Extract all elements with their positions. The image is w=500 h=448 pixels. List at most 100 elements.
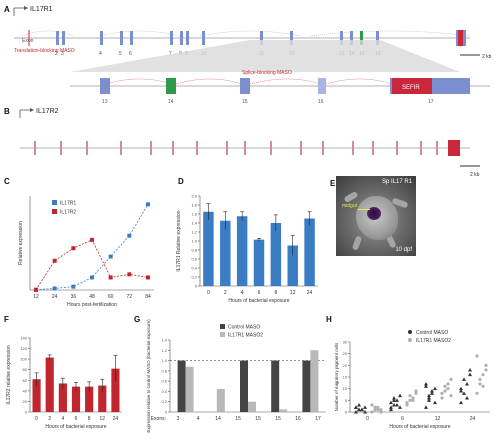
il17r2-exon: [196, 141, 198, 155]
maso-point: [440, 391, 444, 395]
panel-label-a: A: [4, 5, 10, 14]
control-point: [392, 403, 396, 407]
y-tick-label: 1.4: [191, 221, 197, 226]
zoom-exon-number: 13: [102, 99, 108, 105]
x-tick-label: 0: [207, 290, 210, 296]
y-tick-label: 1.4: [161, 338, 167, 343]
y-tick-label: 0: [165, 410, 168, 415]
photo-title: Sp IL17 R1: [381, 179, 412, 185]
control-point: [465, 396, 469, 400]
il17r2-exon: [244, 141, 246, 155]
zoom-exon-number: 15: [242, 99, 248, 105]
panel-a-gene-model: IL17R1 2345678910111213141516 Exon 2 kb …: [13, 6, 492, 105]
x-tick-label: 72: [127, 294, 133, 300]
y-tick-label: 0: [25, 410, 28, 415]
exon-number: 2: [55, 51, 58, 57]
x-tick-label: 24: [470, 416, 476, 422]
il17r2-exon: [34, 141, 36, 155]
legend-label: IL17R1 MASO2: [228, 333, 263, 339]
legend-swatch: [408, 338, 412, 342]
x-tick-label: 48: [89, 294, 95, 300]
il17r2-exon: [86, 141, 88, 155]
il17r2-exon: [300, 141, 302, 155]
x-tick-label: 4: [241, 290, 244, 296]
exon-box: [130, 31, 133, 45]
splice-blocking-label: Splice-blocking MASO: [242, 70, 292, 76]
bar: [287, 245, 298, 286]
y-tick-label: 0.4: [161, 389, 167, 394]
bar: [58, 383, 67, 412]
data-point: [34, 287, 38, 292]
control-point: [462, 377, 466, 381]
control-point: [389, 407, 393, 412]
control-point: [389, 400, 393, 405]
midgut-arrow: [358, 209, 370, 210]
panel-label-h: H: [326, 315, 332, 324]
data-point: [90, 237, 94, 242]
maso-point: [370, 403, 374, 407]
y-axis-label: IL17R1 Relative expression: [176, 210, 182, 271]
maso-point: [443, 389, 447, 393]
x-tick-label: 16: [295, 416, 301, 422]
bar: [111, 368, 120, 412]
control-point: [389, 405, 393, 409]
maso-point: [408, 394, 412, 398]
y-tick-label: 20: [343, 363, 348, 368]
chart-d: 00.20.40.60.81.01.21.41.61.82.00 2 4 6 8 12 24…: [176, 194, 318, 304]
y-tick-label: 30: [343, 340, 348, 345]
maso-bar: [310, 350, 319, 412]
maso-point: [414, 389, 418, 393]
x-tick-label: 6: [75, 416, 78, 422]
y-tick-label: 1.0: [191, 239, 197, 244]
control-point: [459, 389, 463, 393]
maso-point: [449, 394, 453, 398]
y-tick-label: 60: [23, 378, 28, 383]
chart-h: 0 5 10 15 20 25 30 0 6 12 24 Control MASO IL17R1 MAS…: [334, 330, 490, 430]
x-tick-label: 12: [100, 416, 106, 422]
panel-e-photo: Sp IL17 R1 midgut 10 dpf: [336, 176, 416, 256]
panel-label-e: E: [330, 179, 336, 188]
maso-point: [373, 408, 377, 412]
exon-box: [360, 31, 363, 45]
sefir-label: SEFIR: [402, 85, 420, 91]
y-tick-label: 1.6: [191, 212, 197, 217]
panel-label-d: D: [178, 177, 184, 186]
y-tick-label: 100: [20, 357, 27, 362]
x-axis-label: Hours of bacterial exposure: [45, 424, 106, 430]
control-point: [424, 382, 428, 386]
panel-label-g: G: [134, 315, 140, 324]
control-point: [398, 393, 402, 398]
data-point: [52, 286, 57, 291]
y-tick-label: 0.8: [191, 248, 197, 253]
zoom-exon-number: 14: [168, 99, 174, 105]
exon-box: [202, 31, 205, 45]
y-tick-label: 2.0: [191, 194, 197, 199]
exon-box: [290, 31, 293, 45]
bar: [220, 220, 231, 286]
maso-bar: [216, 388, 225, 412]
exon-box: [56, 31, 59, 45]
x-tick-label: 12: [435, 416, 441, 422]
legend-swatch: [52, 209, 57, 214]
maso-point: [478, 382, 482, 386]
control-point: [427, 393, 431, 398]
sefir-domain-top: [458, 30, 463, 46]
y-axis-label: Relative expression: [18, 221, 24, 265]
maso-point: [411, 396, 415, 400]
x-tick-label: 8: [274, 290, 277, 296]
x-tick-label: 3: [177, 416, 180, 422]
y-tick-label: 0.2: [161, 399, 167, 404]
y-axis-label: IL17R2 relative expression: [6, 345, 12, 404]
y-tick-label: 0.6: [161, 379, 167, 384]
bar: [203, 211, 214, 286]
y-tick-label: 80: [23, 367, 28, 372]
x-tick-label: 15: [275, 416, 281, 422]
maso-point: [449, 377, 453, 381]
il17r2-exon: [396, 141, 398, 155]
exon-number: 3: [61, 51, 64, 57]
scale-label-b: 2 kb: [470, 172, 480, 178]
control-point: [427, 398, 431, 402]
control-point: [363, 410, 367, 414]
maso-point: [379, 408, 383, 412]
control-point: [427, 396, 431, 400]
